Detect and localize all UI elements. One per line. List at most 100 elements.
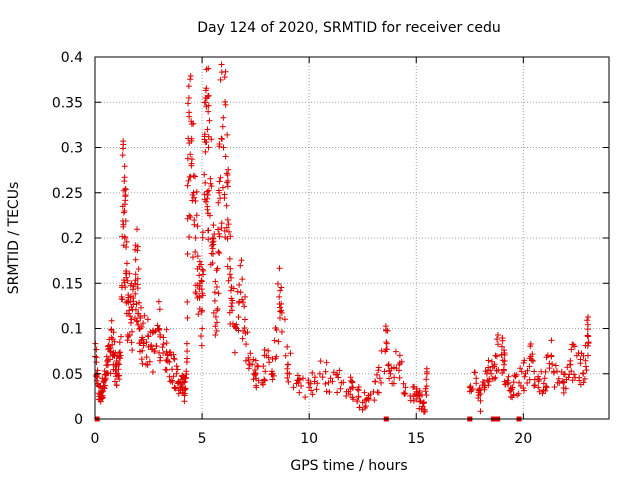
- data-point: [410, 383, 417, 390]
- data-point: [476, 386, 483, 393]
- data-point: [185, 177, 192, 184]
- data-point: [509, 384, 516, 391]
- data-point: [222, 153, 229, 160]
- data-point: [115, 373, 122, 380]
- data-point: [129, 286, 136, 293]
- data-point: [226, 255, 233, 262]
- data-point: [336, 367, 343, 374]
- data-point: [141, 312, 148, 319]
- data-point: [116, 361, 123, 368]
- data-point: [532, 382, 539, 389]
- data-point: [182, 385, 189, 392]
- data-point: [472, 369, 479, 376]
- data-points: [92, 61, 592, 422]
- data-point: [219, 184, 226, 191]
- data-point: [584, 321, 591, 328]
- data-point: [253, 382, 260, 389]
- data-point: [135, 266, 142, 273]
- y-tick-label: 0.05: [52, 367, 83, 383]
- data-point: [192, 197, 199, 204]
- data-point: [355, 393, 362, 400]
- data-point: [197, 333, 204, 340]
- data-point: [234, 288, 241, 295]
- data-point: [516, 379, 523, 386]
- data-point: [247, 350, 254, 357]
- data-point: [136, 299, 143, 306]
- data-point: [104, 361, 111, 368]
- data-point: [501, 350, 508, 357]
- data-point: [343, 393, 350, 400]
- data-point: [250, 376, 257, 383]
- data-point: [209, 245, 216, 252]
- data-point: [215, 226, 222, 233]
- data-point: [413, 385, 420, 392]
- data-point: [195, 311, 202, 318]
- data-point: [505, 373, 512, 380]
- data-point: [378, 347, 385, 354]
- data-point: [184, 348, 191, 355]
- data-point: [389, 380, 396, 387]
- data-point: [230, 285, 237, 292]
- data-point: [221, 74, 228, 81]
- data-point: [375, 389, 382, 396]
- data-point: [134, 247, 141, 254]
- data-point: [134, 226, 141, 233]
- data-point: [212, 323, 219, 330]
- data-point: [134, 243, 141, 250]
- data-point: [199, 325, 206, 332]
- data-point: [210, 309, 217, 316]
- data-point: [485, 357, 492, 364]
- data-point: [131, 280, 138, 287]
- data-point: [122, 185, 129, 192]
- data-point: [108, 317, 115, 324]
- data-point: [160, 334, 167, 341]
- data-point: [285, 378, 292, 385]
- data-point: [252, 370, 259, 377]
- data-point: [522, 370, 529, 377]
- data-point: [285, 361, 292, 368]
- data-point: [232, 324, 239, 331]
- x-tick-label: 10: [300, 431, 318, 447]
- data-point: [561, 371, 568, 378]
- data-point: [214, 265, 221, 272]
- data-point: [212, 313, 219, 320]
- data-point: [193, 188, 200, 195]
- data-point: [340, 379, 347, 386]
- data-point: [225, 166, 232, 173]
- data-point: [173, 370, 180, 377]
- data-point: [309, 369, 316, 376]
- data-point: [418, 406, 425, 413]
- data-point: [235, 313, 242, 320]
- data-point: [284, 343, 291, 350]
- data-point: [265, 354, 272, 361]
- data-point: [208, 183, 215, 190]
- data-point: [187, 213, 194, 220]
- data-point: [184, 355, 191, 362]
- data-point: [138, 304, 145, 311]
- data-point: [549, 361, 556, 368]
- data-point: [133, 300, 140, 307]
- data-point: [242, 330, 249, 337]
- data-point: [214, 307, 221, 314]
- data-point: [276, 301, 283, 308]
- data-point: [277, 287, 284, 294]
- data-point: [262, 368, 269, 375]
- data-point: [278, 284, 285, 291]
- data-point: [199, 292, 206, 299]
- data-point: [221, 191, 228, 198]
- data-point: [198, 342, 205, 349]
- data-point: [417, 397, 424, 404]
- data-point: [531, 382, 538, 389]
- data-point: [214, 305, 221, 312]
- data-point: [225, 221, 232, 228]
- data-point: [192, 173, 198, 180]
- data-point: [213, 319, 220, 326]
- data-point: [206, 212, 213, 219]
- data-point: [112, 367, 119, 374]
- data-point: [224, 131, 231, 138]
- data-point: [216, 249, 223, 256]
- data-point: [499, 337, 506, 344]
- data-point: [584, 352, 591, 359]
- data-point: [134, 318, 141, 325]
- data-point: [188, 135, 195, 142]
